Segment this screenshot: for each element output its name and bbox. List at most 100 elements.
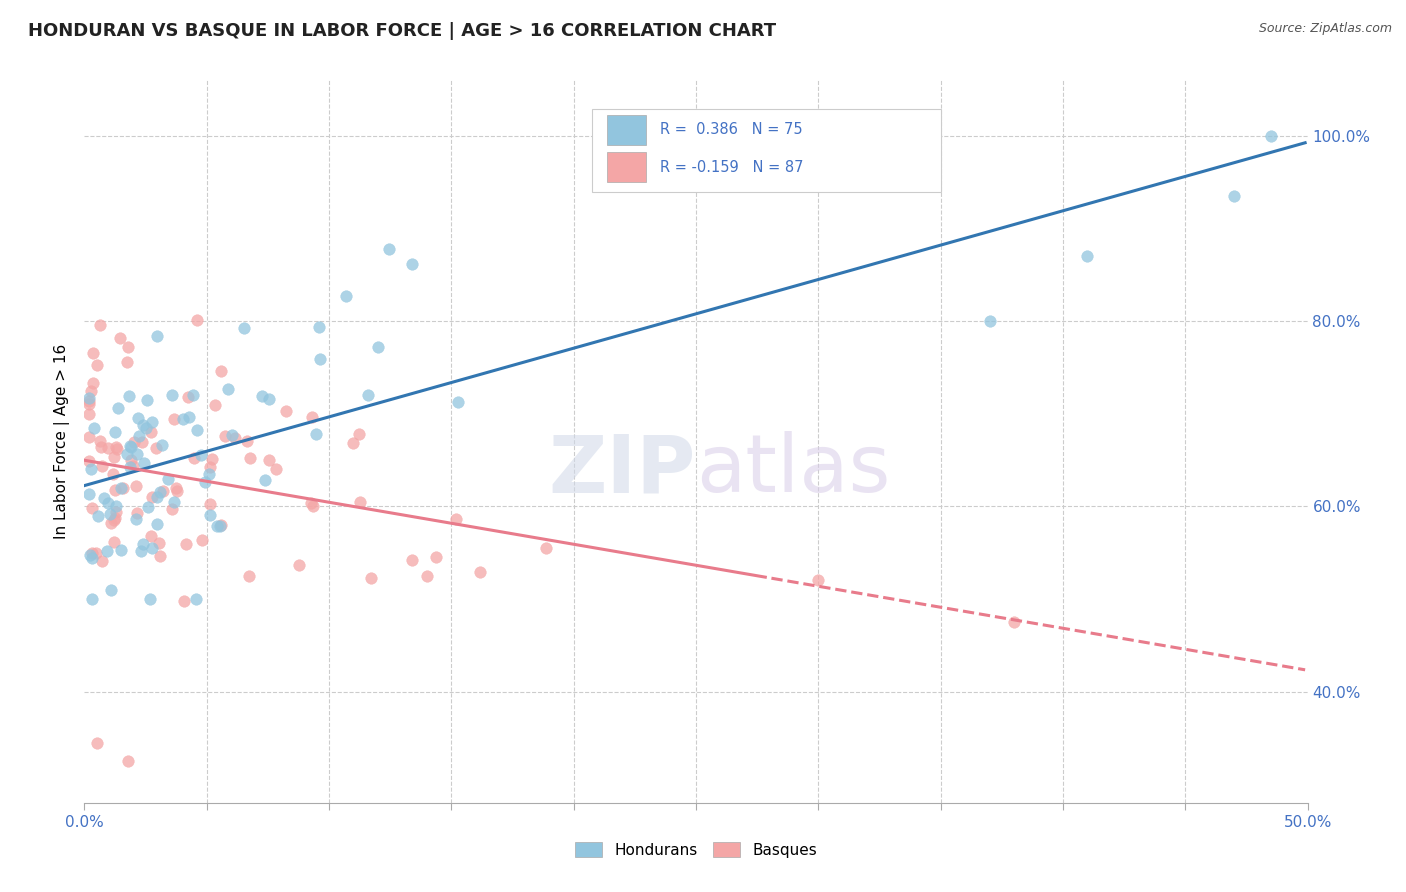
Point: [1260, 128, 1282, 143]
Point: [132, 417, 155, 432]
Point: [129, 543, 152, 558]
Point: [160, 387, 183, 401]
Point: [186, 423, 208, 437]
Point: [536, 541, 558, 555]
Point: [305, 427, 328, 442]
Point: [165, 481, 187, 495]
Text: atlas: atlas: [696, 432, 890, 509]
Point: [80, 592, 103, 607]
Bar: [592, 109, 941, 193]
Point: [108, 331, 131, 345]
Point: [177, 391, 200, 405]
Point: [84, 546, 107, 560]
Point: [416, 568, 439, 582]
Point: [209, 519, 232, 533]
Point: [145, 441, 167, 455]
Point: [77, 486, 100, 500]
Point: [131, 435, 153, 450]
Point: [209, 364, 232, 378]
Text: Source: ZipAtlas.com: Source: ZipAtlas.com: [1258, 22, 1392, 36]
Point: [287, 558, 309, 573]
Point: [87, 508, 110, 523]
Point: [134, 456, 156, 470]
Point: [1002, 615, 1025, 630]
Point: [349, 495, 371, 509]
Point: [128, 429, 150, 443]
Point: [135, 392, 157, 407]
Point: [141, 541, 163, 555]
Point: [107, 401, 129, 415]
Point: [120, 452, 142, 467]
Point: [367, 340, 389, 354]
Point: [198, 459, 221, 474]
Point: [401, 257, 423, 271]
Point: [136, 500, 159, 515]
Point: [122, 459, 145, 474]
Text: ZIP: ZIP: [548, 432, 696, 509]
Point: [378, 242, 401, 256]
Point: [166, 484, 188, 499]
Point: [79, 548, 101, 562]
Point: [77, 430, 100, 444]
Point: [1076, 249, 1098, 263]
Point: [139, 592, 162, 607]
Point: [146, 516, 169, 531]
Point: [91, 553, 114, 567]
Point: [115, 355, 138, 369]
Point: [132, 537, 155, 551]
Point: [125, 479, 148, 493]
Point: [401, 553, 423, 567]
Point: [82, 551, 104, 566]
Point: [214, 428, 236, 442]
Point: [141, 415, 163, 429]
Point: [152, 483, 174, 498]
Point: [160, 502, 183, 516]
Point: [104, 425, 127, 440]
Point: [176, 537, 198, 551]
Point: [335, 288, 357, 302]
Point: [807, 574, 830, 588]
Point: [96, 544, 118, 558]
Point: [139, 425, 162, 440]
Point: [236, 434, 259, 449]
Point: [221, 427, 243, 442]
Point: [191, 533, 214, 548]
Point: [139, 529, 162, 543]
Point: [80, 462, 103, 476]
Point: [125, 506, 148, 520]
Point: [232, 321, 254, 335]
Point: [349, 426, 371, 441]
Point: [444, 512, 467, 526]
Text: R =  0.386   N = 75: R = 0.386 N = 75: [661, 122, 803, 137]
Point: [239, 450, 262, 465]
Point: [146, 329, 169, 343]
Point: [127, 411, 149, 425]
Point: [103, 450, 125, 464]
Point: [149, 549, 172, 563]
Point: [105, 442, 128, 456]
Point: [77, 394, 100, 409]
Y-axis label: In Labor Force | Age > 16: In Labor Force | Age > 16: [55, 344, 70, 539]
Point: [150, 438, 173, 452]
Point: [110, 543, 132, 558]
Point: [425, 549, 447, 564]
Point: [357, 388, 380, 402]
Point: [274, 403, 297, 417]
Point: [181, 388, 204, 402]
Point: [301, 410, 323, 425]
Point: [186, 312, 208, 326]
Point: [104, 483, 127, 497]
Point: [184, 592, 207, 607]
Point: [117, 754, 139, 768]
Point: [148, 536, 170, 550]
Point: [224, 431, 246, 445]
Point: [125, 511, 148, 525]
Point: [105, 505, 128, 519]
Point: [204, 399, 226, 413]
Point: [146, 490, 169, 504]
Point: [217, 382, 239, 396]
Point: [308, 319, 330, 334]
Point: [90, 458, 112, 473]
Point: [198, 508, 221, 523]
Point: [238, 569, 260, 583]
